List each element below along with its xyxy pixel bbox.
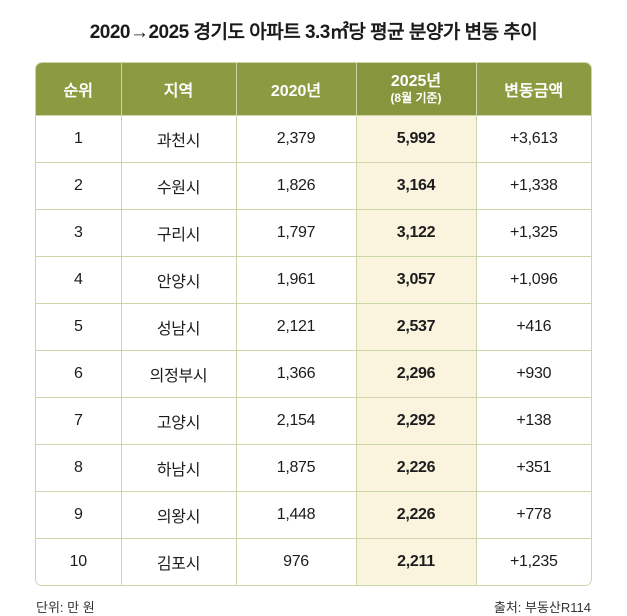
y2020-cell: 2,379: [235, 115, 357, 163]
table-row: 3 구리시 1,797 3,122 +1,325: [36, 209, 591, 257]
change-cell: +1,325: [475, 209, 591, 257]
table-row: 2 수원시 1,826 3,164 +1,338: [36, 162, 591, 210]
table-header-row: 순위 지역 2020년 2025년 (8월 기준) 변동금액: [36, 63, 591, 116]
table-row: 10 김포시 976 2,211 +1,235: [36, 538, 591, 585]
price-table-container: 순위 지역 2020년 2025년 (8월 기준) 변동금액 1 과천시 2,3…: [35, 62, 592, 586]
y2020-cell: 2,154: [235, 397, 357, 445]
y2025-cell: 3,122: [355, 209, 477, 257]
rank-cell: 10: [36, 538, 122, 585]
y2025-cell: 2,296: [355, 350, 477, 398]
y2025-cell: 2,292: [355, 397, 477, 445]
unit-label: 단위: 만 원: [36, 600, 95, 615]
page-title: 2020→2025 경기도 아파트 3.3㎡당 평균 분양가 변동 추이: [89, 22, 538, 43]
header-region: 지역: [120, 63, 237, 116]
region-cell: 하남시: [120, 444, 237, 492]
y2025-cell: 3,057: [355, 256, 477, 304]
y2020-cell: 976: [235, 538, 357, 585]
rank-cell: 7: [36, 397, 122, 445]
y2020-cell: 1,875: [235, 444, 357, 492]
y2025-cell: 2,226: [355, 444, 477, 492]
region-cell: 김포시: [120, 538, 237, 585]
change-cell: +1,338: [475, 162, 591, 210]
rank-cell: 3: [36, 209, 122, 257]
y2020-cell: 2,121: [235, 303, 357, 351]
change-cell: +778: [475, 491, 591, 539]
rank-cell: 5: [36, 303, 122, 351]
change-cell: +416: [475, 303, 591, 351]
rank-cell: 4: [36, 256, 122, 304]
footer: 단위: 만 원 출처: 부동산R114: [36, 597, 591, 616]
change-cell: +138: [475, 397, 591, 445]
y2025-cell: 2,537: [355, 303, 477, 351]
header-change: 변동금액: [475, 63, 591, 116]
change-cell: +930: [475, 350, 591, 398]
region-cell: 과천시: [120, 115, 237, 163]
change-cell: +351: [475, 444, 591, 492]
table-row: 6 의정부시 1,366 2,296 +930: [36, 350, 591, 398]
change-cell: +3,613: [475, 115, 591, 163]
header-2020: 2020년: [235, 63, 357, 116]
region-cell: 안양시: [120, 256, 237, 304]
change-cell: +1,235: [475, 538, 591, 585]
table-row: 4 안양시 1,961 3,057 +1,096: [36, 256, 591, 304]
header-2025-year: 2025년: [390, 72, 442, 90]
header-2025-subnote: (8월 기준): [390, 91, 442, 106]
region-cell: 의왕시: [120, 491, 237, 539]
y2025-cell: 3,164: [355, 162, 477, 210]
infographic-page: 2020→2025 경기도 아파트 3.3㎡당 평균 분양가 변동 추이 순위 …: [35, 22, 592, 615]
rank-cell: 6: [36, 350, 122, 398]
rank-cell: 8: [36, 444, 122, 492]
table-row: 5 성남시 2,121 2,537 +416: [36, 303, 591, 351]
region-cell: 구리시: [120, 209, 237, 257]
y2025-cell: 2,211: [355, 538, 477, 585]
header-2025: 2025년 (8월 기준): [355, 63, 477, 116]
y2025-cell: 5,992: [355, 115, 477, 163]
y2025-cell: 2,226: [355, 491, 477, 539]
rank-cell: 1: [36, 115, 122, 163]
y2020-cell: 1,448: [235, 491, 357, 539]
region-cell: 수원시: [120, 162, 237, 210]
y2020-cell: 1,366: [235, 350, 357, 398]
y2020-cell: 1,826: [235, 162, 357, 210]
table-row: 8 하남시 1,875 2,226 +351: [36, 444, 591, 492]
table-row: 1 과천시 2,379 5,992 +3,613: [36, 115, 591, 163]
price-table: 순위 지역 2020년 2025년 (8월 기준) 변동금액 1 과천시 2,3…: [36, 63, 591, 585]
table-row: 9 의왕시 1,448 2,226 +778: [36, 491, 591, 539]
table-row: 7 고양시 2,154 2,292 +138: [36, 397, 591, 445]
header-rank: 순위: [36, 63, 122, 116]
region-cell: 성남시: [120, 303, 237, 351]
rank-cell: 2: [36, 162, 122, 210]
y2020-cell: 1,961: [235, 256, 357, 304]
y2020-cell: 1,797: [235, 209, 357, 257]
region-cell: 의정부시: [120, 350, 237, 398]
source-label: 출처: 부동산R114: [493, 600, 591, 615]
change-cell: +1,096: [475, 256, 591, 304]
rank-cell: 9: [36, 491, 122, 539]
region-cell: 고양시: [120, 397, 237, 445]
